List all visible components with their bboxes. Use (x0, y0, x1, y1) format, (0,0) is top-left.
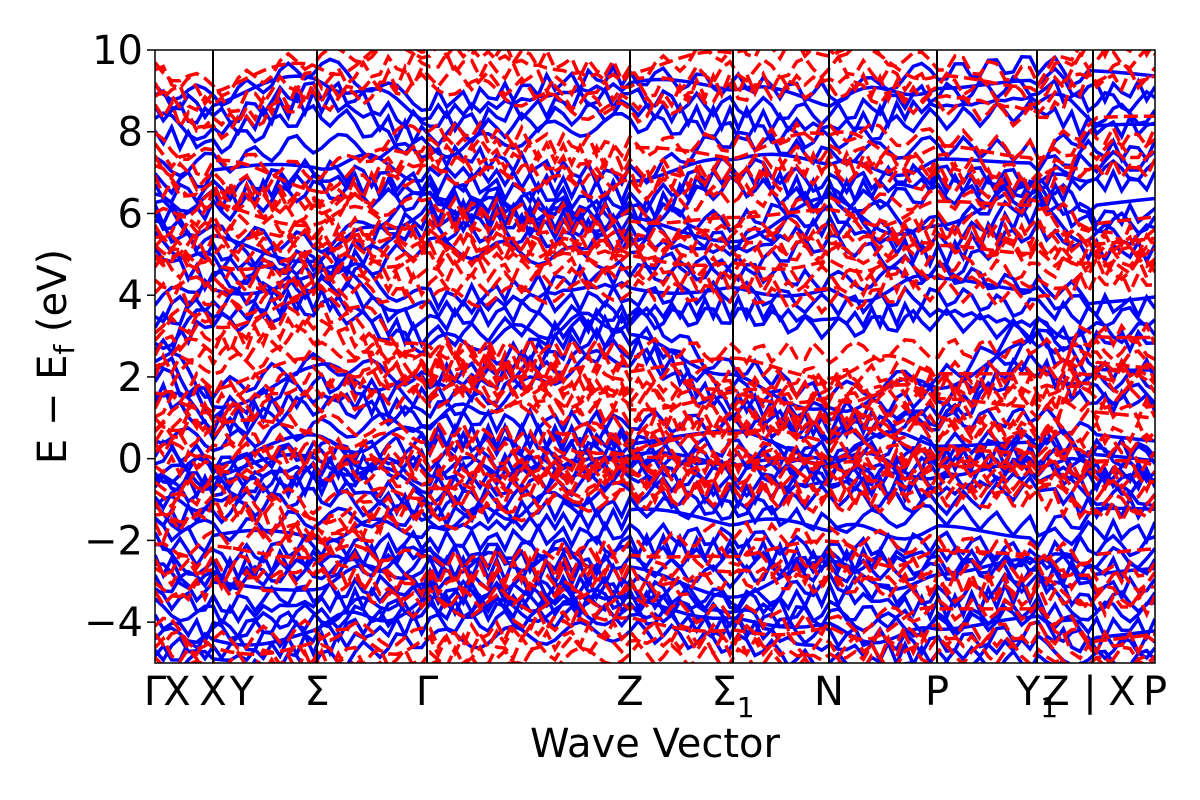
y-tick-label: 6 (118, 191, 143, 237)
red-band-line (180, 641, 1081, 663)
red-band-line (155, 146, 1155, 213)
red-band-line (155, 182, 1155, 234)
red-band-line (155, 560, 1155, 613)
red-band-line (155, 226, 1155, 282)
x-tick-label: | (1083, 669, 1096, 715)
x-tick-label: X (1108, 669, 1135, 715)
x-axis-label: Wave Vector (530, 721, 781, 767)
red-band-line (155, 440, 1155, 487)
red-band-line (155, 257, 1155, 299)
red-band-line (155, 597, 1155, 652)
x-tick-label: N (814, 669, 844, 715)
red-band-line (155, 209, 1155, 260)
red-band-line (155, 423, 1155, 480)
blue-band-line (155, 264, 1155, 325)
x-tick-label: Σ (304, 669, 329, 715)
red-band-line (155, 401, 1155, 454)
red-band-line (155, 482, 1155, 555)
red-band-line (155, 617, 1155, 663)
y-axis-label: E − Ef (eV) (30, 249, 81, 464)
red-band-line (155, 358, 1155, 419)
red-band-line (155, 50, 1152, 107)
red-band-line (155, 418, 1155, 458)
red-band-line (155, 371, 1155, 432)
red-band-line (155, 59, 1155, 130)
x-tick-label: P (925, 669, 949, 715)
red-band-line (155, 243, 1155, 290)
x-tick-label: Z (616, 669, 643, 715)
y-axis-ticks: −4 −2 0 2 4 6 8 10 (84, 28, 155, 646)
red-band-line (155, 474, 1155, 547)
blue-band-line (155, 492, 1155, 543)
x-tick-label: Z (1042, 669, 1069, 715)
red-band-line (155, 50, 1155, 114)
y-tick-label: −4 (84, 600, 143, 646)
blue-band-line (155, 217, 1155, 301)
y-axis-label-unit: (eV) (30, 249, 76, 345)
red-band-line (155, 384, 1155, 443)
x-tick-label: P (1143, 669, 1167, 715)
red-band-line (155, 567, 1155, 620)
blue-band-line (155, 553, 1155, 604)
blue-band-line (155, 573, 1155, 645)
y-axis-label-subscript: f (48, 344, 81, 355)
red-band-line (155, 442, 1155, 516)
kpoint-divider-lines (212, 50, 1094, 663)
red-dashed-bands (155, 50, 1155, 663)
y-tick-label: 0 (118, 437, 143, 483)
x-tick-label: X (163, 669, 190, 715)
red-band-line (155, 543, 1155, 599)
plot-frame (154, 49, 1156, 664)
red-band-line (155, 136, 1155, 206)
x-tick-label: Σ1 (711, 669, 754, 724)
x-tick-label: Γ (144, 669, 167, 715)
x-tick-label: Y (229, 669, 255, 715)
blue-band-line (155, 158, 1155, 227)
blue-band-line (155, 272, 1155, 333)
red-band-line (155, 323, 1155, 450)
y-tick-label: 10 (92, 28, 143, 74)
red-band-line (155, 314, 1155, 441)
y-tick-label: 8 (118, 110, 143, 156)
x-tick-label: X (199, 669, 226, 715)
red-band-line (155, 123, 1155, 195)
red-band-line (155, 300, 1155, 430)
blue-band-line (155, 566, 1155, 614)
y-tick-label: 4 (118, 273, 143, 319)
red-band-line (155, 278, 1155, 411)
y-tick-label: −2 (84, 518, 143, 564)
y-axis-label-main: E − E (30, 355, 76, 465)
red-band-line (155, 154, 1155, 225)
red-band-line (155, 334, 1155, 397)
y-tick-label: 2 (118, 355, 143, 401)
red-band-line (155, 50, 1080, 99)
blue-band-line (155, 577, 1155, 629)
red-band-line (155, 65, 1155, 141)
x-axis-ticks: ΓX X Y Σ Γ Z Σ1 N P Y1Z | X P (144, 669, 1167, 724)
red-band-line (155, 269, 1155, 316)
red-band-line (155, 114, 1155, 184)
x-tick-label: Γ (416, 669, 439, 715)
red-band-line (155, 349, 1155, 410)
